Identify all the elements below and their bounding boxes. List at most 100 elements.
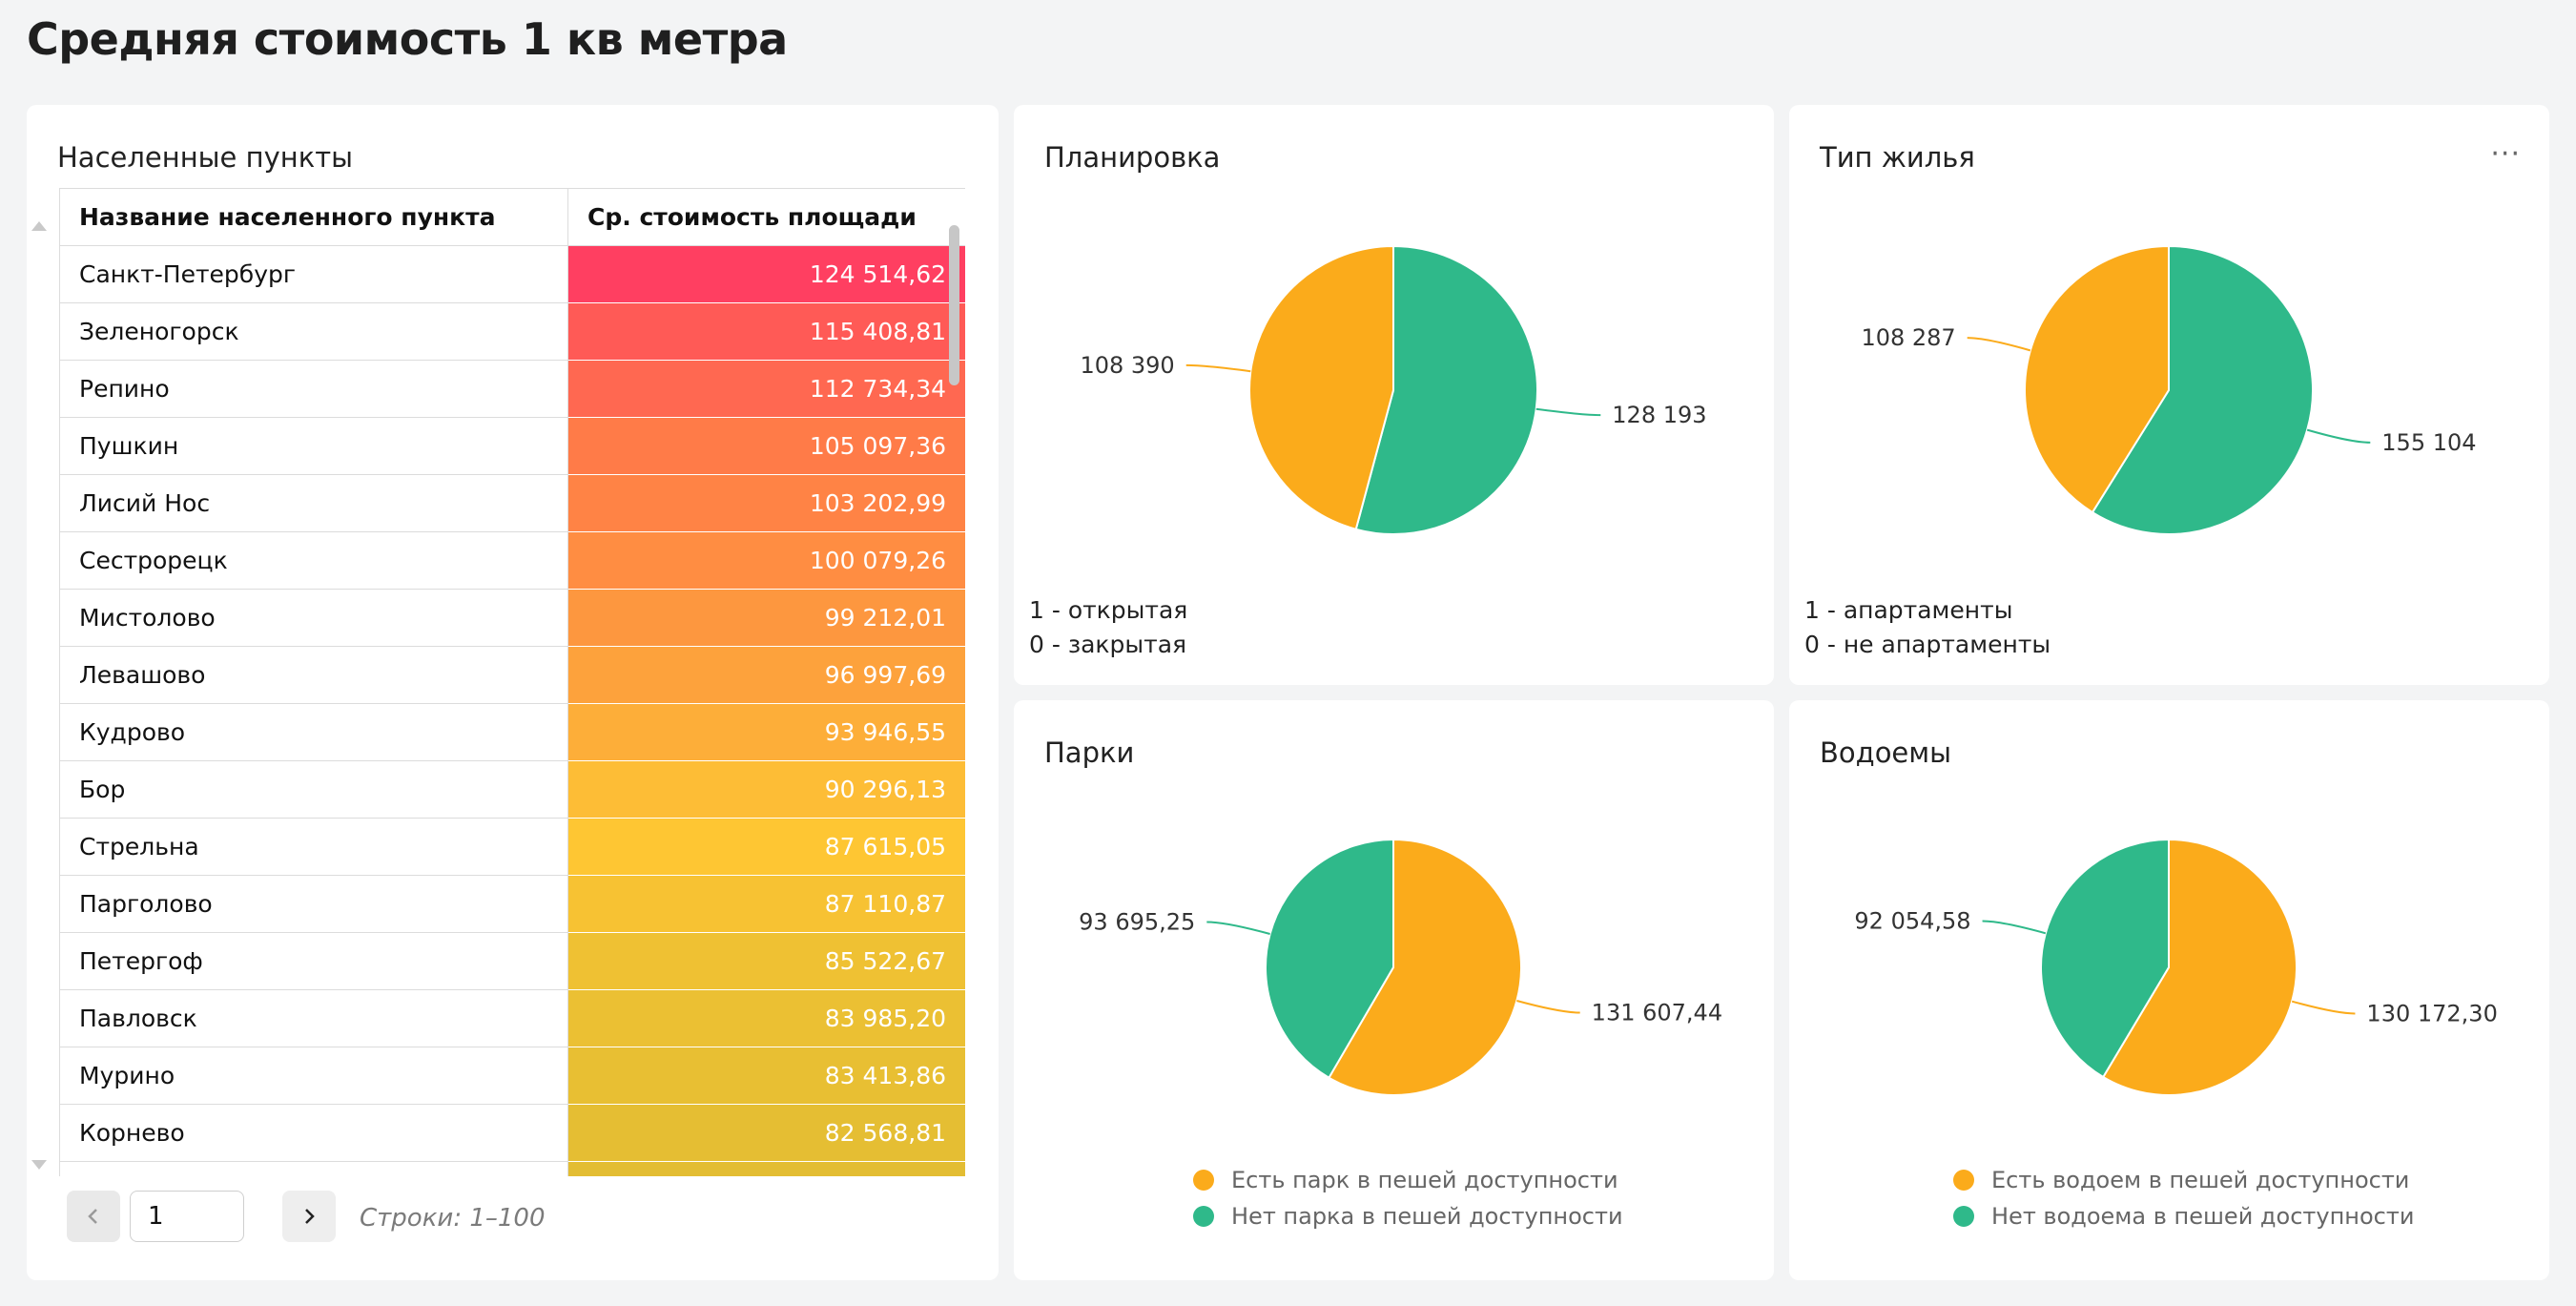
page-number-input[interactable]: 1 (130, 1191, 244, 1242)
cell-avg-price (567, 1161, 965, 1176)
pie-leader-line (1185, 363, 1251, 373)
parks-chart-widget: Парки 131 607,44 93 695,25 Есть парк в пе… (1014, 700, 1774, 1280)
note-line: 0 - не апартаменты (1804, 631, 2051, 658)
note-line: 0 - закрытая (1029, 631, 1187, 658)
cell-avg-price: 103 202,99 (567, 474, 965, 532)
table-row[interactable]: Сестрорецк 100 079,26 (59, 531, 965, 590)
legend-label: Нет парка в пешей доступности (1231, 1203, 1623, 1230)
table-row[interactable]: Лисий Нос 103 202,99 (59, 474, 965, 532)
cell-avg-price: 87 615,05 (567, 818, 965, 876)
note-line: 1 - апартаменты (1804, 596, 2013, 624)
cell-avg-price: 124 514,62 (567, 245, 965, 303)
chart-notes: 1 - апартаменты 0 - не апартаменты (1804, 593, 2050, 662)
cell-avg-price: 115 408,81 (567, 302, 965, 361)
pie-slice[interactable] (1265, 838, 1394, 1080)
pie-leader-line (1516, 1000, 1580, 1014)
scroll-up-arrow-icon[interactable] (31, 221, 47, 231)
water-chart-widget: Водоемы 130 172,30 92 054,58 Есть водоем … (1789, 700, 2549, 1280)
table-row[interactable]: Репино 112 734,34 (59, 360, 965, 418)
cell-avg-price: 90 296,13 (567, 760, 965, 819)
cell-settlement-name: Репино (59, 360, 568, 418)
table-row[interactable]: Петергоф 85 522,67 (59, 932, 965, 990)
cell-avg-price: 87 110,87 (567, 875, 965, 933)
chart-legend: Есть водоем в пешей доступности Нет водо… (1953, 1162, 2414, 1234)
pie-slice[interactable] (2024, 244, 2170, 514)
table-row[interactable]: Парголово 87 110,87 (59, 875, 965, 933)
cell-settlement-name: Мистолово (59, 589, 568, 647)
cell-settlement-name: Павловск (59, 989, 568, 1047)
chart-notes: 1 - открытая 0 - закрытая (1029, 593, 1187, 662)
page-title: Средняя стоимость 1 кв метра (27, 13, 788, 65)
column-header-avg-price[interactable]: Ср. стоимость площади (567, 188, 965, 246)
table-row[interactable]: Зеленогорск 115 408,81 (59, 302, 965, 361)
more-options-icon[interactable]: ··· (2490, 137, 2521, 171)
cell-settlement-name: Бор (59, 760, 568, 819)
pie-slice[interactable] (2091, 244, 2314, 535)
pie-data-label: 130 172,30 (2366, 1000, 2497, 1026)
pie-data-label: 108 390 (1080, 352, 1174, 379)
settlements-table: Название населенного пункта Ср. стоимост… (59, 188, 965, 1176)
pie-slice[interactable] (1354, 244, 1538, 535)
legend-item[interactable]: Есть водоем в пешей доступности (1953, 1162, 2414, 1198)
prev-page-button[interactable] (67, 1191, 120, 1242)
cell-settlement-name: Корнево (59, 1104, 568, 1162)
cell-avg-price: 99 212,01 (567, 589, 965, 647)
cell-avg-price: 100 079,26 (567, 531, 965, 590)
legend-item[interactable]: Нет водоема в пешей доступности (1953, 1198, 2414, 1234)
legend-item[interactable]: Есть парк в пешей доступности (1193, 1162, 1623, 1198)
table-row[interactable]: Корнево 82 568,81 (59, 1104, 965, 1162)
table-row[interactable]: Кудрово 93 946,55 (59, 703, 965, 761)
cell-avg-price: 82 568,81 (567, 1104, 965, 1162)
cell-settlement-name: Парголово (59, 875, 568, 933)
pie-data-label: 92 054,58 (1854, 908, 1970, 935)
pie-slice[interactable] (1248, 244, 1394, 531)
cell-settlement-name: Левашово (59, 646, 568, 704)
cell-settlement-name: Сестрорецк (59, 531, 568, 590)
table-row[interactable] (59, 1161, 965, 1176)
cell-avg-price: 83 985,20 (567, 989, 965, 1047)
table-row[interactable]: Санкт-Петербург 124 514,62 (59, 245, 965, 303)
scrollbar-thumb[interactable] (949, 225, 959, 385)
table-row[interactable]: Стрельна 87 615,05 (59, 818, 965, 876)
housing-type-chart-widget: Тип жилья ··· 155 104 108 287 1 - апартам… (1789, 105, 2549, 685)
table-row[interactable]: Пушкин 105 097,36 (59, 417, 965, 475)
column-header-name[interactable]: Название населенного пункта (59, 188, 568, 246)
chart-title: Парки (1044, 736, 1135, 769)
pie-data-label: 128 193 (1612, 402, 1706, 428)
table-row[interactable]: Бор 90 296,13 (59, 760, 965, 819)
table-scroll-area[interactable]: Название населенного пункта Ср. стоимост… (59, 188, 965, 1176)
pie-leader-line (1967, 337, 2031, 352)
pie-slice[interactable] (2040, 838, 2170, 1079)
layout-pie-chart: 128 193 108 390 (1080, 244, 1707, 535)
chart-title: Планировка (1044, 141, 1221, 174)
parks-pie-chart: 131 607,44 93 695,25 (1079, 838, 1722, 1096)
pie-leader-line (1535, 407, 1601, 417)
cell-settlement-name: Кудрово (59, 703, 568, 761)
layout-chart-widget: Планировка 128 193 108 390 1 - открытая 0… (1014, 105, 1774, 685)
cell-avg-price: 105 097,36 (567, 417, 965, 475)
cell-avg-price: 85 522,67 (567, 932, 965, 990)
legend-item[interactable]: Нет парка в пешей доступности (1193, 1198, 1623, 1234)
settlements-table-widget: Населенные пункты Название населенного п… (27, 105, 999, 1280)
pie-slice[interactable] (1328, 838, 1522, 1096)
table-row[interactable]: Мистолово 99 212,01 (59, 589, 965, 647)
chevron-left-icon (88, 1209, 97, 1224)
scroll-down-arrow-icon[interactable] (31, 1160, 47, 1170)
pie-data-label: 93 695,25 (1079, 908, 1195, 935)
table-row[interactable]: Павловск 83 985,20 (59, 989, 965, 1047)
legend-green-dot-icon (1953, 1206, 1974, 1227)
pie-data-label: 155 104 (2381, 429, 2476, 456)
cell-avg-price: 83 413,86 (567, 1047, 965, 1105)
housing-type-pie-chart: 155 104 108 287 (1861, 244, 2477, 535)
table-row[interactable]: Левашово 96 997,69 (59, 646, 965, 704)
chevron-right-icon (305, 1209, 315, 1224)
legend-label: Есть водоем в пешей доступности (1991, 1167, 2410, 1193)
chart-title: Водоемы (1820, 736, 1952, 769)
note-line: 1 - открытая (1029, 596, 1188, 624)
legend-label: Есть парк в пешей доступности (1231, 1167, 1618, 1193)
pie-slice[interactable] (2101, 838, 2298, 1096)
legend-orange-dot-icon (1193, 1170, 1214, 1191)
chart-legend: Есть парк в пешей доступности Нет парка … (1193, 1162, 1623, 1234)
table-row[interactable]: Мурино 83 413,86 (59, 1047, 965, 1105)
next-page-button[interactable] (282, 1191, 336, 1242)
